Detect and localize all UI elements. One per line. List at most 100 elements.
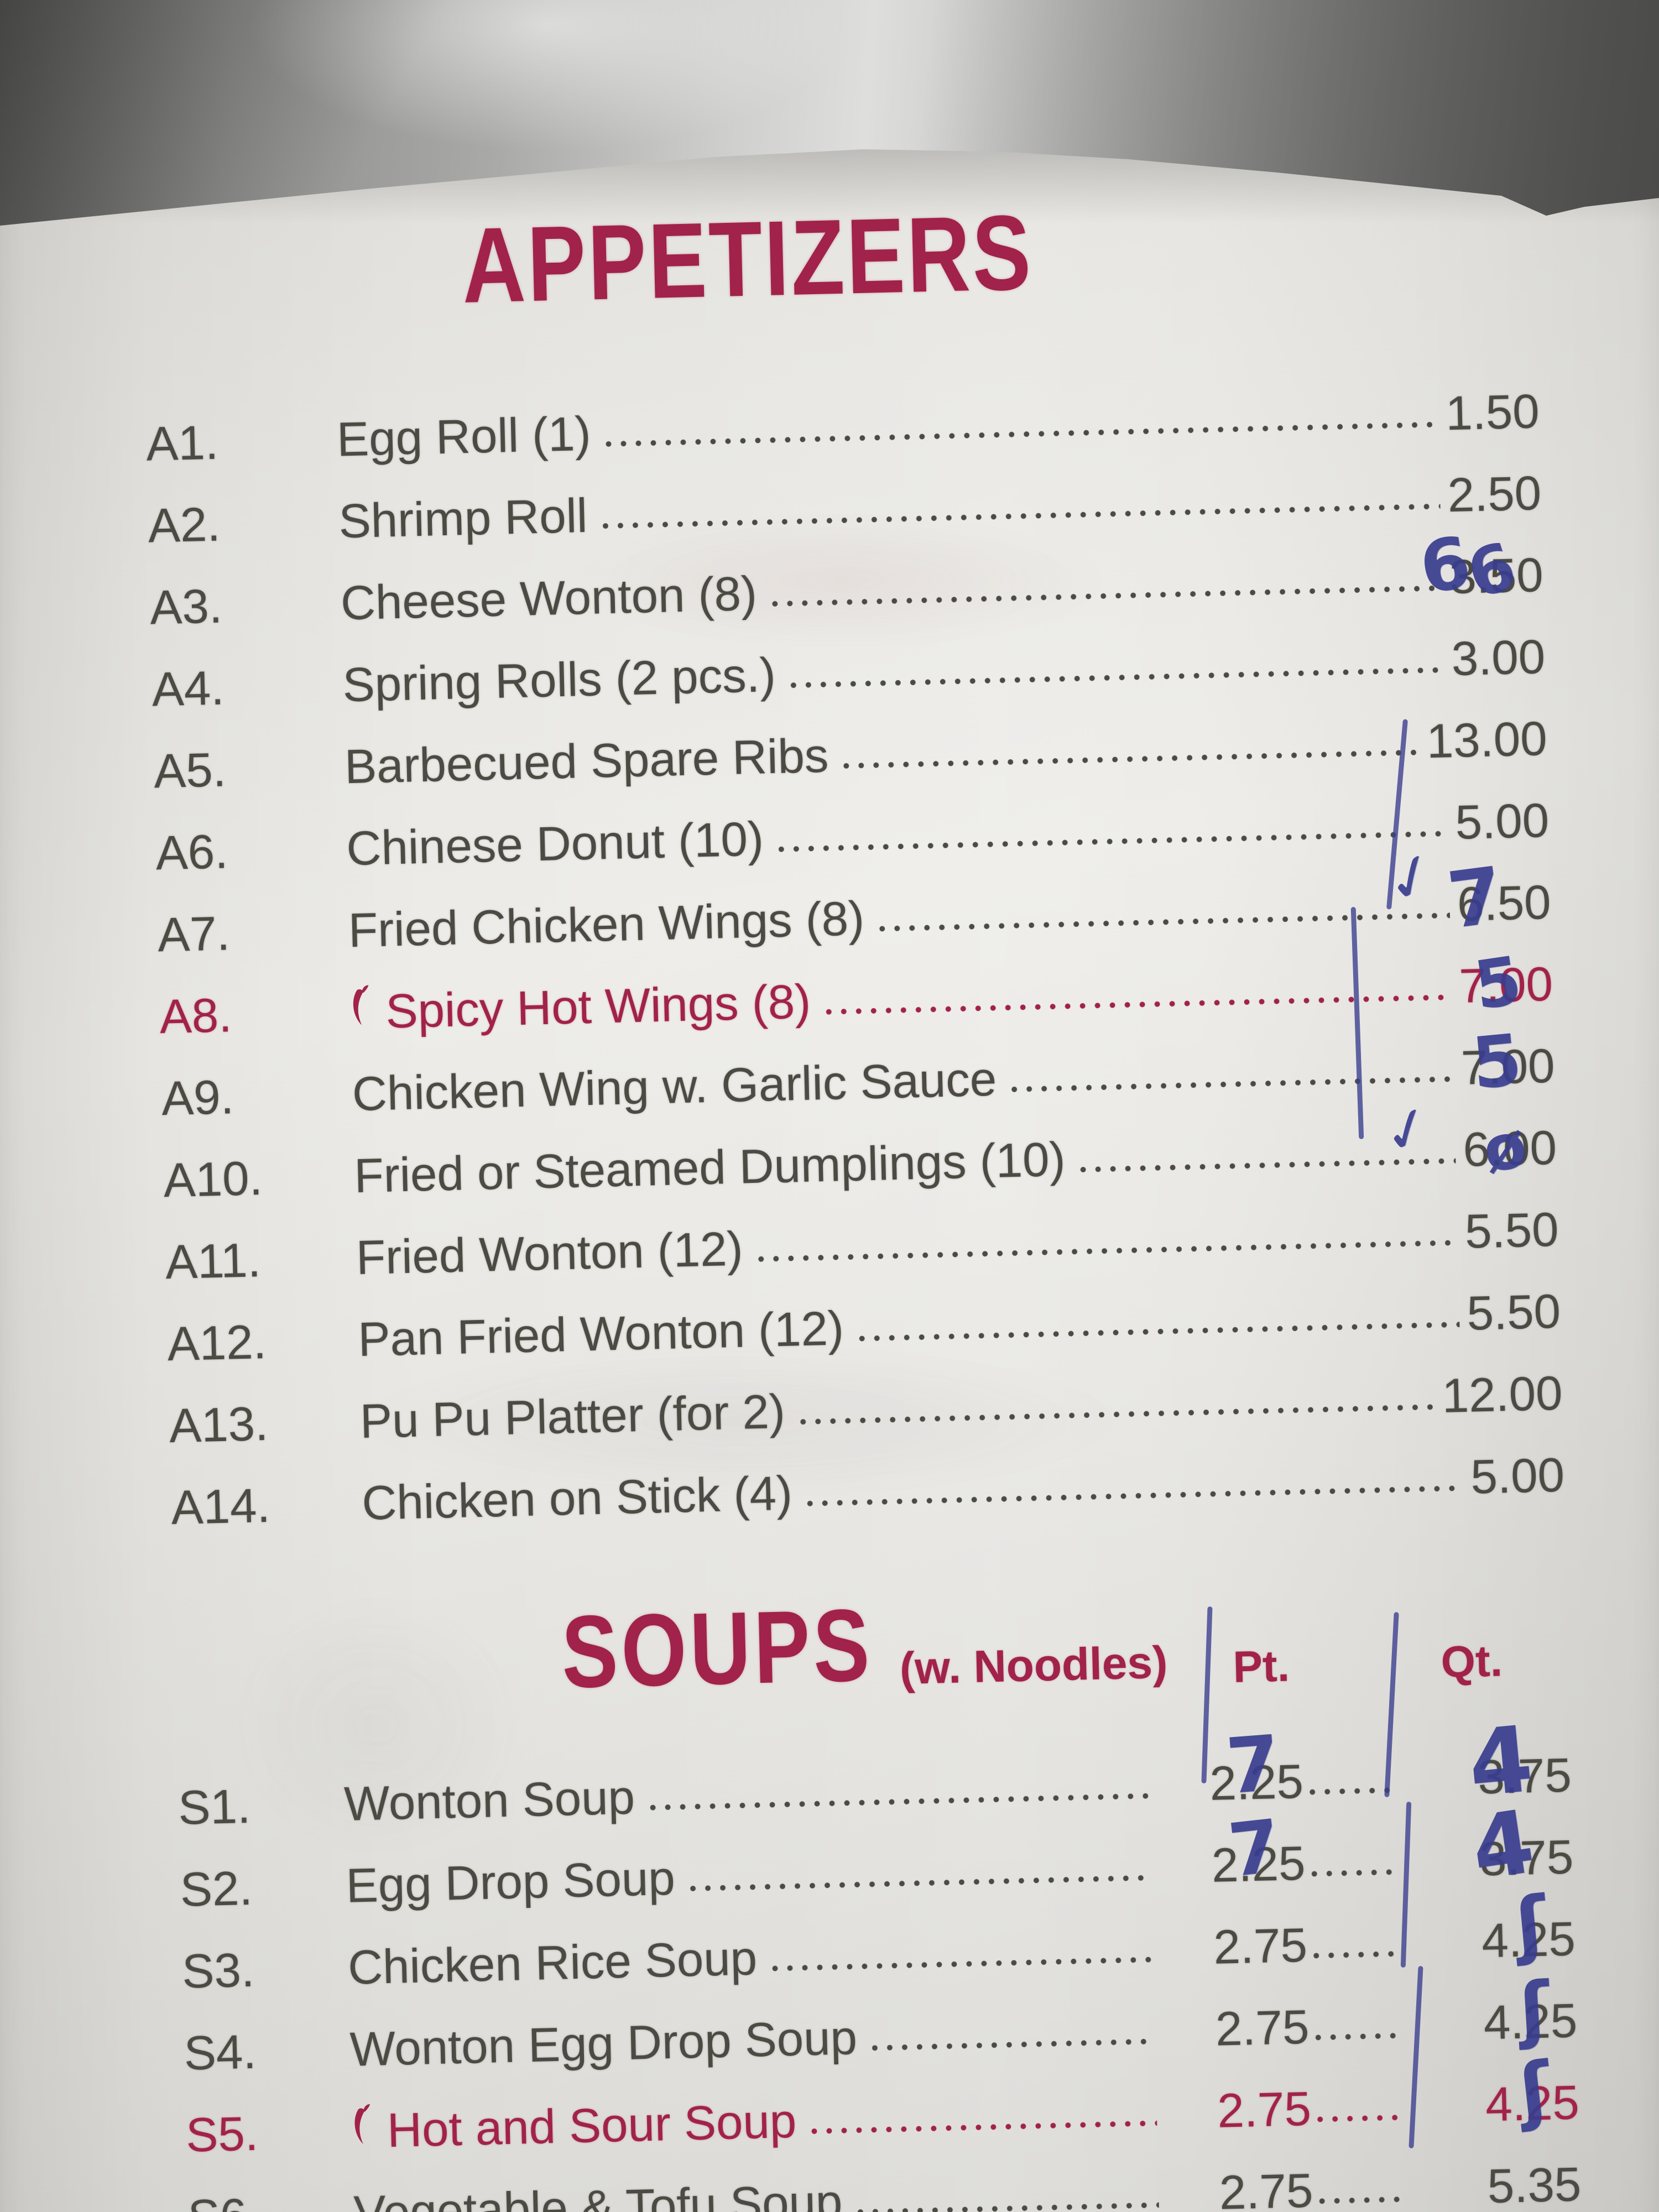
section-title-soups: SOUPS xyxy=(560,1588,874,1710)
item-code: A5. xyxy=(153,743,227,799)
item-price-quart: 4.25 ʃ xyxy=(1481,1880,1576,1968)
item-code: A4. xyxy=(151,661,225,717)
item-price-quart: 5.35 xyxy=(1486,2157,1582,2212)
item-price-pint: 2.75 xyxy=(1218,2163,1314,2212)
dotted-leader xyxy=(1311,1868,1394,1877)
item-name: Pu Pu Platter (for 2) xyxy=(359,1384,786,1448)
pen-annotation: 7 xyxy=(1442,850,1508,947)
item-code: A3. xyxy=(149,579,223,635)
item-price-quart: 4.25 ʃ xyxy=(1483,1965,1578,2052)
pen-annotation: 7 xyxy=(1223,1718,1284,1812)
item-code: S3. xyxy=(181,1943,255,1999)
dotted-leader xyxy=(771,584,1442,608)
item-code: S6. xyxy=(187,2188,354,2212)
item-code: A9. xyxy=(161,1070,234,1125)
item-price-pint: 2.75 xyxy=(1214,2000,1310,2056)
dotted-leader xyxy=(857,2201,1159,2212)
item-price-pint: 2.75 xyxy=(1213,1918,1308,1974)
menu-item-a8: A8. Spicy Hot Wings (8) 7.00 5 xyxy=(158,927,1554,1044)
item-name: Fried Chicken Wings (8) xyxy=(347,891,865,957)
item-code: S5. xyxy=(185,2106,259,2162)
item-name: Hot and Sour Soup xyxy=(387,2094,797,2157)
appetizers-list: A1. Egg Roll (1) 1.50 A2. Shrimp Roll 2.50 A3.… xyxy=(145,354,1565,1535)
item-name: Fried Wonton (12) xyxy=(355,1222,744,1285)
item-price: 7.00 5 xyxy=(1458,942,1554,1025)
item-code: S2. xyxy=(179,1861,253,1917)
item-name: Egg Drop Soup xyxy=(345,1851,676,1913)
column-header-pint: Pt. xyxy=(1232,1641,1290,1692)
item-name: Chicken Rice Soup xyxy=(347,1931,758,1995)
dotted-leader xyxy=(771,1955,1154,1972)
pen-annotation: 7 xyxy=(1224,1803,1285,1894)
menu-item-s5: S5. Hot and Sour Soup 2.75 4.25 ʃ xyxy=(185,2046,1580,2162)
dotted-leader xyxy=(778,830,1448,853)
item-code: A13. xyxy=(168,1396,269,1453)
pen-annotation: 6 xyxy=(1414,520,1477,611)
item-price: 3.00 xyxy=(1451,629,1546,686)
item-name: Cheese Wonton (8) xyxy=(340,566,758,630)
item-price: 5.00 xyxy=(1454,793,1550,849)
soups-header: SOUPS (w. Noodles) Pt. Qt. xyxy=(174,1588,1569,1721)
item-code: A7. xyxy=(157,906,231,962)
column-header-quart: Qt. xyxy=(1440,1636,1503,1687)
item-name: Spicy Hot Wings (8) xyxy=(385,974,812,1039)
item-price: 6.00 ✓ ø xyxy=(1373,1089,1558,1187)
dotted-leader xyxy=(1314,2032,1398,2041)
item-price: 13.00 xyxy=(1426,711,1548,768)
dotted-leader xyxy=(1079,1157,1456,1173)
item-price: 5.50 xyxy=(1466,1284,1562,1340)
item-price: 5.50 xyxy=(1464,1202,1559,1259)
item-name: Chinese Donut (10) xyxy=(346,812,764,875)
item-code: A2. xyxy=(147,497,221,553)
soups-subtitle: (w. Noodles) xyxy=(899,1637,1168,1694)
item-code: A6. xyxy=(155,824,229,880)
pen-annotation: 4 xyxy=(1464,1705,1537,1818)
dotted-leader xyxy=(1309,1786,1392,1796)
dotted-leader xyxy=(858,1321,1460,1342)
item-price: 12.00 xyxy=(1441,1366,1563,1423)
item-name: Pan Fried Wonton (12) xyxy=(357,1301,844,1366)
item-price-quart: 4.25 ʃ xyxy=(1485,2046,1580,2134)
item-price-pint: 2.25 7 xyxy=(1209,1718,1304,1812)
soups-section: SOUPS (w. Noodles) Pt. Qt. S1. Wonton Sou… xyxy=(174,1588,1584,2212)
item-code: A11. xyxy=(164,1233,262,1289)
pen-annotation: ø xyxy=(1478,1109,1532,1187)
pen-annotation: 5 xyxy=(1469,942,1526,1025)
dotted-leader xyxy=(807,1484,1464,1507)
dotted-leader xyxy=(1011,1075,1454,1093)
item-code: S1. xyxy=(178,1779,252,1835)
dotted-leader xyxy=(1313,1950,1396,1959)
dotted-leader xyxy=(811,2119,1157,2135)
dotted-leader xyxy=(1318,2195,1402,2205)
item-price: 1.50 xyxy=(1445,384,1540,440)
dotted-leader xyxy=(879,911,1450,932)
item-code: A1. xyxy=(145,415,219,471)
item-name: Shrimp Roll xyxy=(338,488,588,549)
item-price-pint: 2.75 xyxy=(1217,2081,1312,2138)
item-code: A12. xyxy=(166,1314,267,1371)
dotted-leader xyxy=(649,1792,1150,1811)
item-name: Wonton Soup xyxy=(343,1770,635,1831)
dotted-leader xyxy=(799,1403,1435,1426)
item-name: Wonton Egg Drop Soup xyxy=(349,2010,858,2077)
item-name: Spring Rolls (2 pcs.) xyxy=(342,648,776,712)
dotted-leader xyxy=(757,1239,1458,1262)
item-price: 3.50 6 6 xyxy=(1414,520,1544,614)
dotted-leader xyxy=(843,748,1420,770)
item-name: Barbecued Spare Ribs xyxy=(343,728,830,794)
item-price: 6.50 ✓ 7 xyxy=(1374,834,1552,947)
item-price: 2.50 xyxy=(1447,466,1542,522)
pen-annotation: ʃ xyxy=(1517,1965,1552,2052)
appetizers-section: APPETIZERS A1. Egg Roll (1) 1.50 A2. Shrimp … xyxy=(141,193,1565,1535)
item-code: A14. xyxy=(170,1478,271,1535)
item-code: S4. xyxy=(183,2025,257,2080)
item-price: 7.00 5 xyxy=(1460,1019,1556,1105)
dotted-leader xyxy=(689,1874,1151,1892)
chili-pepper-icon xyxy=(348,2101,378,2154)
pen-annotation: 4 xyxy=(1465,1791,1541,1901)
dotted-leader xyxy=(1317,2114,1400,2123)
pen-annotation: 5 xyxy=(1468,1019,1525,1105)
item-price-quart: 3.75 4 xyxy=(1464,1705,1572,1818)
